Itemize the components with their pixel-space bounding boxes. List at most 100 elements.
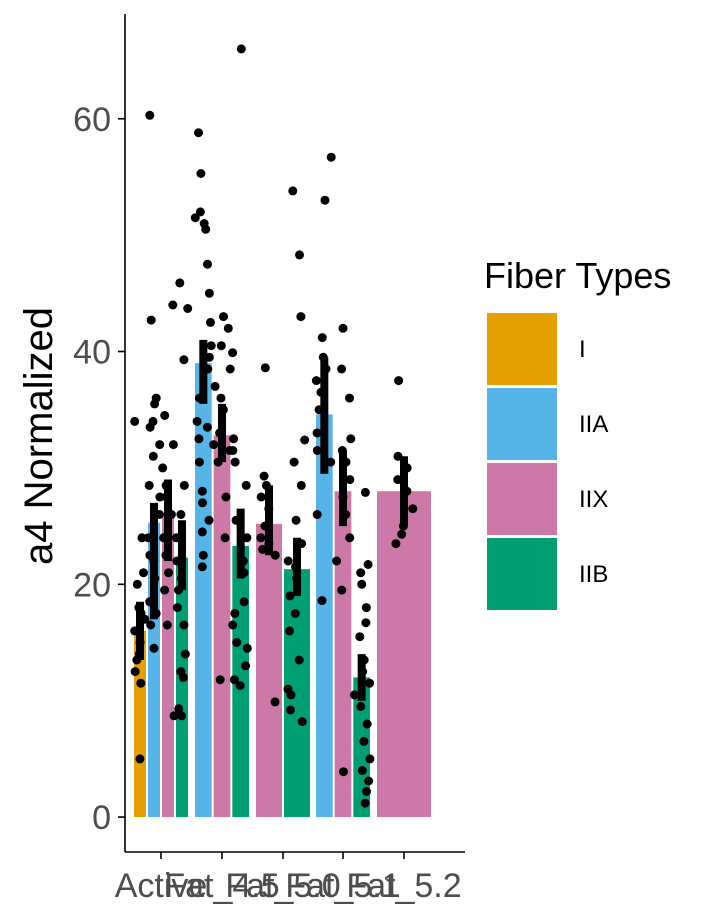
data-point-Fat_5.0-IIX: [259, 471, 269, 481]
data-point-Fat_4.5-IIB: [242, 643, 252, 653]
data-point-Fat_5.2-IIX: [408, 504, 418, 514]
data-point-Fat_5.1-IIA: [320, 195, 330, 205]
data-point-Active-IIB: [175, 278, 185, 288]
data-point-Fat_5.1-IIB: [362, 719, 372, 729]
data-point-Active-IIB: [179, 480, 189, 490]
data-point-Active-IIX: [162, 620, 172, 630]
data-point-Active-IIX: [158, 463, 168, 473]
data-point-Fat_4.5-IIA: [194, 457, 204, 467]
data-point-Fat_4.5-IIB: [230, 457, 240, 467]
data-point-Fat_4.5-IIB: [235, 681, 245, 691]
data-point-Fat_5.0-IIB: [283, 684, 293, 694]
data-point-Fat_4.5-IIB: [239, 597, 249, 607]
data-point-Fat_4.5-IIA: [197, 527, 207, 537]
data-point-Active-IIA: [144, 480, 154, 490]
data-point-Fat_5.0-IIB: [300, 435, 310, 445]
bar-Active-IIB: [176, 557, 188, 818]
data-point-Active-IIB: [174, 704, 184, 714]
data-point-Fat_5.1-IIB: [362, 787, 371, 796]
data-point-Active-I: [139, 568, 148, 578]
data-point-Fat_5.0-IIX: [270, 697, 280, 707]
data-point-Fat_5.1-IIX: [345, 393, 354, 403]
data-point-Fat_5.1-IIX: [338, 323, 348, 333]
data-point-Fat_4.5-IIX: [215, 675, 225, 685]
legend-key-I: [485, 311, 559, 387]
data-point-Fat_5.1-IIX: [345, 475, 355, 485]
data-point-Fat_5.0-IIB: [285, 626, 295, 636]
data-point-Fat_4.5-IIA: [197, 486, 207, 496]
data-point-Fat_4.5-IIA: [194, 128, 203, 138]
data-point-Active-I: [132, 579, 142, 589]
data-point-Active-IIA: [148, 416, 158, 426]
legend-label-IIX: IIX: [579, 486, 608, 513]
data-point-Fat_5.0-IIB: [283, 556, 293, 566]
data-point-Active-IIB: [180, 649, 190, 659]
data-point-Fat_4.5-IIX: [219, 312, 228, 322]
data-point-Fat_5.1-IIB: [357, 579, 367, 589]
data-point-Fat_5.1-IIB: [356, 568, 366, 578]
y-tick-label: 0: [92, 799, 111, 837]
data-point-Fat_5.1-IIB: [363, 560, 373, 569]
x-tick-label: Fat_5.1: [285, 867, 400, 905]
data-point-Fat_5.1-IIB: [365, 754, 375, 764]
data-point-Fat_5.0-IIX: [260, 363, 270, 373]
data-point-Active-IIX: [160, 411, 170, 420]
data-point-Fat_4.5-IIA: [206, 317, 215, 327]
data-point-Active-I: [137, 533, 147, 543]
data-point-Fat_5.1-IIB: [360, 487, 370, 497]
data-point-Fat_4.5-IIB: [229, 675, 239, 685]
data-point-Fat_4.5-IIX: [210, 381, 220, 391]
bar-Fat_4.5-IIA: [195, 363, 212, 818]
data-point-Fat_5.2-IIX: [397, 529, 407, 539]
data-point-Fat_5.0-IIB: [294, 655, 304, 665]
data-point-Fat_5.1-IIA: [312, 510, 322, 519]
data-point-Active-IIA: [146, 620, 156, 630]
data-point-Fat_5.1-IIX: [346, 434, 356, 444]
data-point-Fat_4.5-IIA: [196, 169, 206, 178]
data-point-Active-I: [136, 678, 146, 688]
bar-Active-I: [134, 630, 146, 818]
data-point-Fat_4.5-IIX: [223, 323, 233, 333]
y-axis-title: a4 Normalized: [17, 307, 61, 565]
data-point-Fat_5.1-IIA: [311, 376, 321, 386]
data-point-Fat_5.1-IIA: [317, 596, 327, 606]
data-point-Fat_4.5-IIA: [198, 550, 208, 560]
y-tick-label: 40: [73, 334, 111, 372]
data-point-Fat_4.5-IIX: [220, 533, 230, 543]
data-point-Fat_4.5-IIA: [197, 562, 207, 572]
data-point-Active-IIB: [176, 667, 186, 677]
legend-key-IIA: [485, 386, 559, 462]
data-point-Fat_5.1-IIX: [337, 364, 347, 374]
data-point-Fat_4.5-IIA: [199, 219, 209, 228]
data-point-Active-IIA: [149, 643, 159, 653]
data-point-Active-IIX: [164, 568, 174, 578]
bar-Fat_4.5-IIX: [213, 435, 231, 818]
data-point-Fat_4.5-IIA: [204, 288, 214, 298]
data-point-Active-IIA: [151, 393, 161, 403]
data-point-Fat_4.5-IIX: [216, 341, 226, 351]
bar-Fat_5.0-IIX: [256, 523, 282, 818]
data-point-Fat_5.1-IIA: [326, 152, 336, 162]
data-point-Fat_4.5-IIX: [221, 492, 231, 502]
data-point-Fat_5.0-IIB: [289, 457, 299, 467]
data-point-Fat_5.1-IIB: [359, 736, 369, 746]
data-point-Fat_5.1-IIB: [364, 776, 374, 786]
data-point-Fat_4.5-IIB: [228, 446, 238, 455]
data-point-Active-I: [135, 754, 145, 764]
data-point-Fat_5.1-IIA: [312, 428, 322, 438]
data-point-Fat_5.1-IIA: [326, 457, 336, 467]
y-ticks: 0 20 40 60: [73, 101, 125, 837]
data-point-Active-IIB: [177, 711, 187, 721]
data-point-Fat_4.5-IIB: [228, 620, 238, 630]
data-point-Fat_5.0-IIB: [295, 250, 304, 260]
data-point-Fat_4.5-IIA: [190, 213, 200, 223]
data-point-Fat_4.5-IIA: [194, 434, 204, 444]
data-point-Active-IIB: [172, 603, 182, 613]
data-point-Fat_4.5-IIB: [232, 638, 242, 647]
data-point-Fat_5.1-IIB: [357, 766, 367, 775]
x-tick-label: Fat_5.2: [346, 867, 461, 905]
data-point-Fat_5.0-IIX: [258, 544, 268, 554]
data-point-Fat_5.1-IIB: [350, 690, 359, 700]
data-point-Fat_4.5-IIB: [230, 608, 240, 618]
